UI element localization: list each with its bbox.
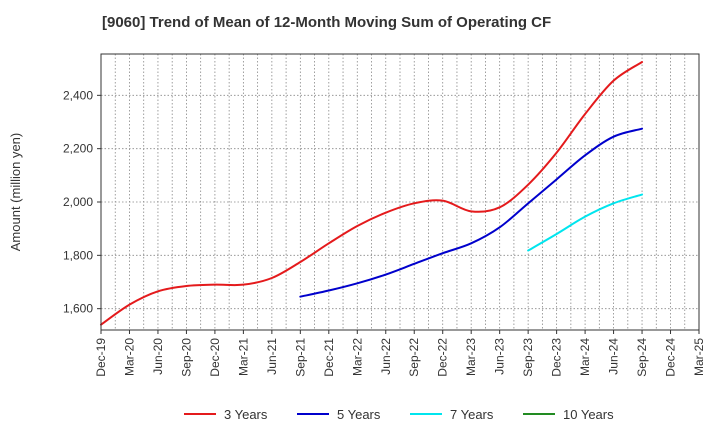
legend-label-3-years: 3 Years [224, 407, 268, 422]
x-tick-label: Dec-22 [436, 338, 450, 377]
y-tick-label: 1,800 [63, 248, 93, 262]
x-tick-label: Dec-19 [94, 338, 108, 377]
x-tick-label: Dec-24 [664, 338, 678, 377]
y-tick-label: 2,000 [63, 195, 93, 209]
legend: 3 Years 5 Years 7 Years 10 Years [184, 407, 614, 422]
x-tick-label: Dec-20 [208, 338, 222, 377]
x-tick-label: Mar-25 [692, 338, 706, 376]
y-tick-label: 2,200 [63, 142, 93, 156]
x-tick-label: Sep-20 [179, 338, 193, 377]
chart-title: [9060] Trend of Mean of 12-Month Moving … [102, 14, 552, 31]
y-axis-label: Amount (million yen) [8, 133, 23, 252]
plot-frame [100, 53, 700, 331]
grid [100, 54, 700, 330]
x-axis: Dec-19 Mar-20 Jun-20 Sep-20 Dec-20 Mar-21 Jun-… [94, 330, 706, 377]
y-axis: 1,600 1,800 2,000 2,200 2,400 [63, 88, 101, 316]
x-tick-label: Jun-23 [493, 338, 507, 375]
x-tick-label: Sep-21 [293, 338, 307, 377]
series-line-7-years [527, 193, 644, 252]
series-line-5-years [299, 127, 644, 298]
legend-label-7-years: 7 Years [450, 407, 494, 422]
x-tick-label: Mar-20 [122, 338, 136, 376]
x-tick-label: Jun-24 [607, 338, 621, 375]
x-tick-label: Dec-21 [322, 338, 336, 377]
x-tick-label: Jun-20 [151, 338, 165, 375]
x-tick-label: Sep-23 [521, 338, 535, 377]
x-tick-label: Mar-24 [578, 338, 592, 376]
x-tick-label: Dec-23 [550, 338, 564, 377]
x-tick-label: Jun-21 [265, 338, 279, 375]
x-tick-label: Mar-21 [236, 338, 250, 376]
x-tick-label: Mar-23 [464, 338, 478, 376]
series-line-3-years [100, 61, 644, 326]
y-tick-label: 2,400 [63, 88, 93, 102]
x-tick-label: Sep-24 [635, 338, 649, 377]
x-tick-label: Sep-22 [407, 338, 421, 377]
x-tick-label: Jun-22 [379, 338, 393, 375]
x-tick-label: Mar-22 [350, 338, 364, 376]
y-tick-label: 1,600 [63, 302, 93, 316]
series-lines [100, 61, 644, 326]
legend-label-5-years: 5 Years [337, 407, 381, 422]
legend-label-10-years: 10 Years [563, 407, 614, 422]
